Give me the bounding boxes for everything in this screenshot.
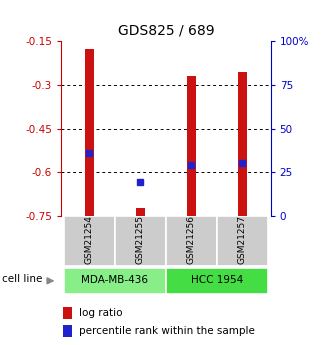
- Text: cell line: cell line: [2, 274, 43, 284]
- Bar: [136, 208, 145, 216]
- Bar: [166, 268, 268, 294]
- Text: log ratio: log ratio: [80, 308, 123, 318]
- Bar: [187, 76, 196, 216]
- Bar: [166, 216, 217, 266]
- Text: MDA-MB-436: MDA-MB-436: [81, 275, 148, 285]
- Bar: [63, 325, 72, 337]
- Bar: [64, 216, 115, 266]
- Text: GSM21257: GSM21257: [238, 215, 247, 264]
- Bar: [63, 307, 72, 318]
- Text: GSM21256: GSM21256: [187, 215, 196, 264]
- Bar: [115, 216, 166, 266]
- Bar: [84, 49, 94, 216]
- Bar: [217, 216, 268, 266]
- Text: HCC 1954: HCC 1954: [191, 275, 243, 285]
- Title: GDS825 / 689: GDS825 / 689: [117, 23, 214, 38]
- Bar: [64, 268, 166, 294]
- Text: GSM21255: GSM21255: [136, 215, 145, 264]
- Text: GSM21254: GSM21254: [85, 215, 94, 264]
- Bar: [238, 72, 247, 216]
- Text: percentile rank within the sample: percentile rank within the sample: [80, 326, 255, 336]
